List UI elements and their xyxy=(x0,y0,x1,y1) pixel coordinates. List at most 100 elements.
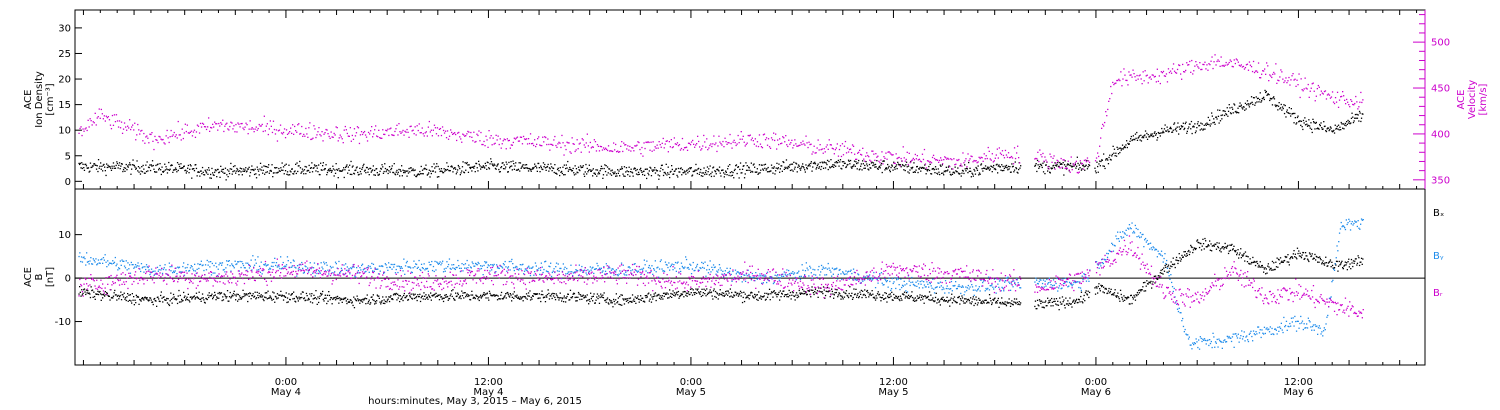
data-point xyxy=(309,301,312,303)
data-point xyxy=(444,294,446,296)
data-point xyxy=(1340,96,1342,98)
data-point xyxy=(1300,257,1303,259)
data-point xyxy=(1259,77,1261,79)
data-point xyxy=(571,170,574,172)
data-point xyxy=(812,292,815,294)
data-point xyxy=(338,297,341,299)
data-point xyxy=(497,295,499,297)
data-point xyxy=(644,301,646,303)
data-point xyxy=(353,296,355,298)
data-point xyxy=(1105,159,1107,161)
y-tick-label-left: 20 xyxy=(58,75,71,86)
data-point xyxy=(1110,159,1112,161)
data-point xyxy=(893,293,895,296)
data-point xyxy=(396,124,398,126)
data-point xyxy=(1097,171,1099,173)
data-point xyxy=(493,143,495,145)
data-point xyxy=(527,167,529,170)
data-point xyxy=(326,129,328,131)
data-point xyxy=(79,291,81,293)
data-point xyxy=(261,296,263,298)
data-point xyxy=(1240,248,1242,250)
data-point xyxy=(525,167,527,169)
data-point xyxy=(1111,153,1114,156)
data-point xyxy=(965,158,967,160)
data-point xyxy=(605,301,607,303)
data-point xyxy=(852,165,854,167)
data-point xyxy=(499,171,501,173)
data-point xyxy=(1078,299,1080,301)
data-point xyxy=(129,119,131,121)
data-point xyxy=(866,163,868,165)
data-point xyxy=(359,134,362,136)
data-point xyxy=(1067,160,1069,162)
data-point xyxy=(1095,157,1098,159)
data-point xyxy=(407,170,409,172)
data-point xyxy=(378,173,380,175)
data-point xyxy=(285,292,287,294)
data-point xyxy=(613,300,615,303)
data-point xyxy=(426,296,428,298)
data-point xyxy=(1157,80,1159,82)
data-point xyxy=(1183,251,1185,253)
data-point xyxy=(1166,271,1168,273)
data-point xyxy=(996,163,998,165)
data-point xyxy=(235,295,237,297)
data-point xyxy=(322,162,324,164)
data-point xyxy=(731,147,733,149)
data-point xyxy=(887,295,889,297)
data-point xyxy=(546,293,549,296)
data-point xyxy=(482,143,484,146)
data-point xyxy=(1163,128,1166,130)
data-point xyxy=(926,296,929,299)
data-point xyxy=(129,162,131,164)
data-point xyxy=(350,299,352,301)
y-axis-label-line: ACE xyxy=(23,267,34,287)
data-point xyxy=(765,298,767,300)
data-point xyxy=(1083,166,1085,168)
data-point xyxy=(195,167,198,170)
data-point xyxy=(946,170,948,172)
data-point xyxy=(1126,297,1128,299)
data-point xyxy=(567,142,569,144)
data-point xyxy=(432,170,434,172)
data-point xyxy=(280,132,283,134)
data-point xyxy=(1261,100,1263,102)
data-point xyxy=(753,163,755,165)
data-point xyxy=(436,127,439,129)
data-point xyxy=(826,163,828,166)
data-point xyxy=(214,121,216,123)
data-point xyxy=(124,170,126,172)
data-point xyxy=(95,164,97,166)
data-point xyxy=(274,295,277,298)
data-point xyxy=(100,162,102,164)
data-point xyxy=(652,295,655,298)
data-point xyxy=(1108,156,1110,159)
data-point xyxy=(766,168,768,170)
data-point xyxy=(589,169,591,171)
data-point xyxy=(598,295,600,297)
data-point xyxy=(126,169,128,171)
data-point xyxy=(559,174,561,177)
data-point xyxy=(1303,88,1305,90)
data-point xyxy=(210,295,212,297)
data-point xyxy=(789,291,792,294)
data-point xyxy=(882,160,884,162)
data-point xyxy=(778,143,780,146)
data-point xyxy=(1307,259,1309,261)
data-point xyxy=(665,163,667,165)
data-point xyxy=(464,292,466,294)
data-point xyxy=(682,172,684,174)
data-point xyxy=(1015,302,1017,305)
data-point xyxy=(624,144,626,146)
data-point xyxy=(795,294,797,296)
data-point xyxy=(282,166,285,168)
data-point xyxy=(1285,77,1287,79)
data-point xyxy=(843,145,846,147)
data-point xyxy=(1146,74,1148,76)
data-point xyxy=(1110,288,1112,290)
data-point xyxy=(384,167,387,170)
data-point xyxy=(1175,127,1177,130)
data-point xyxy=(334,134,336,136)
data-point xyxy=(499,298,501,300)
